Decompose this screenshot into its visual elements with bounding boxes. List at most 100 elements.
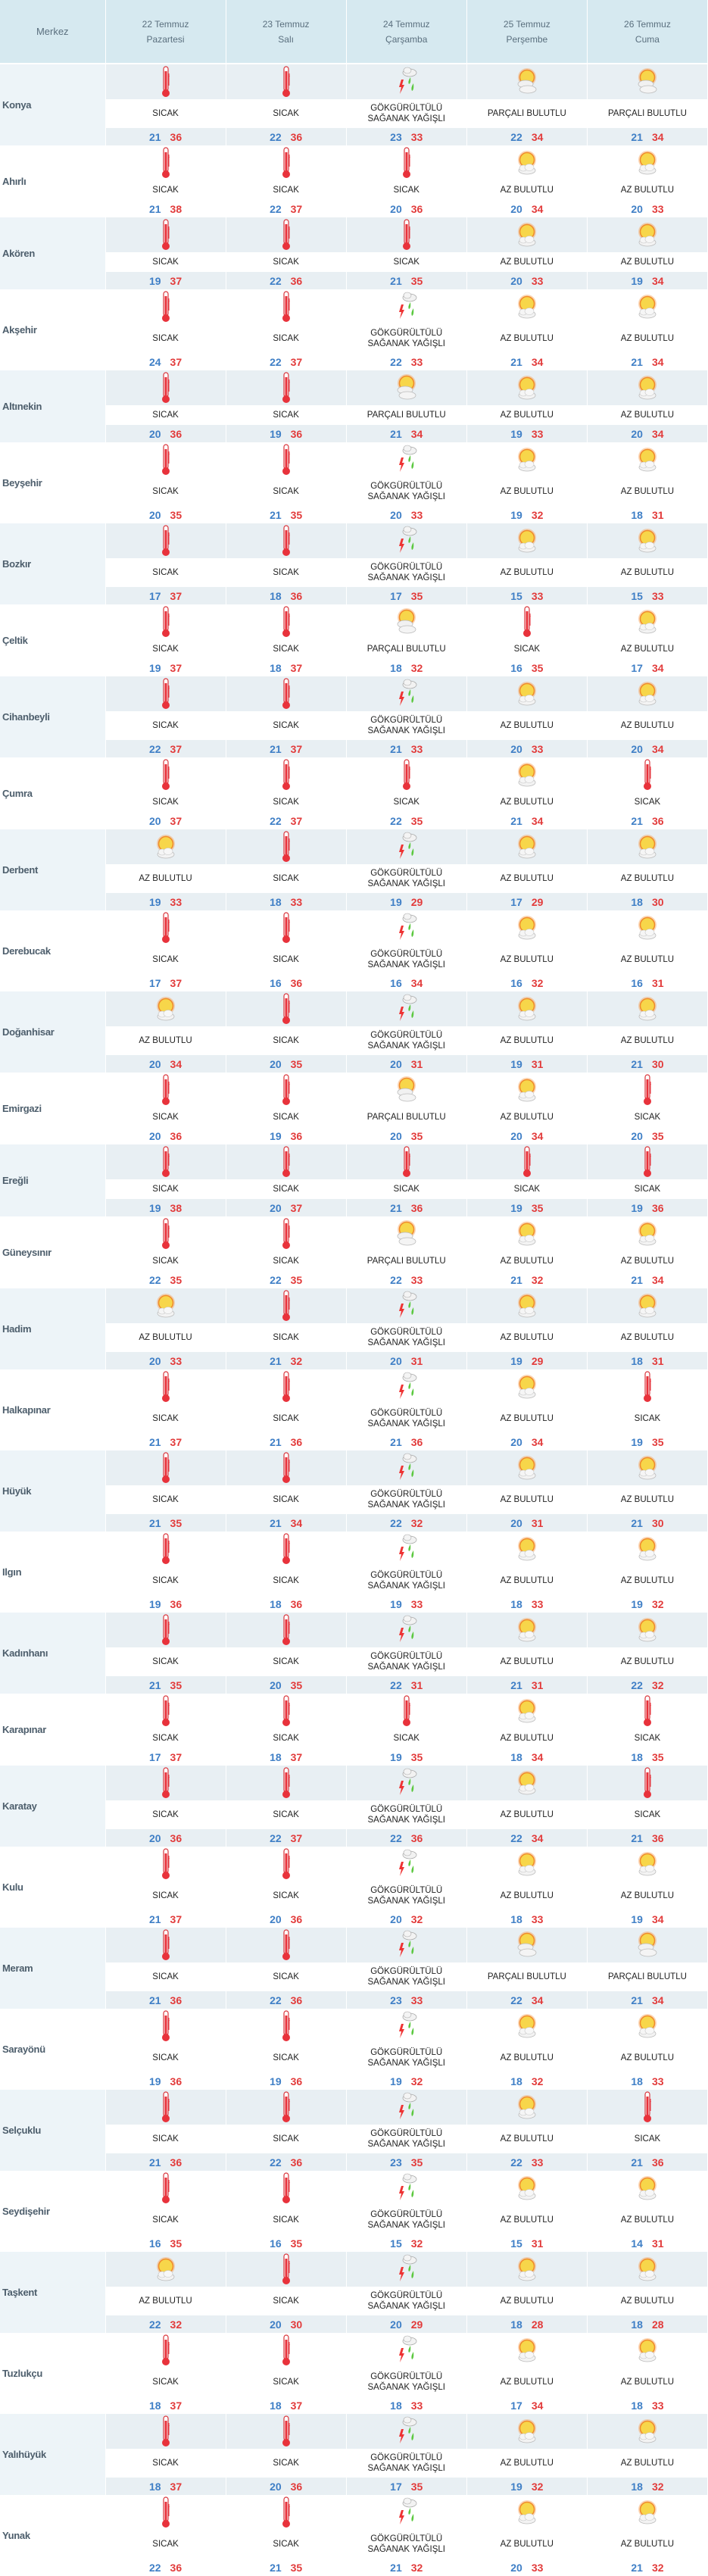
- min-temp: 20: [510, 1129, 522, 1142]
- condition-label: SICAK: [226, 558, 347, 587]
- max-temp: 32: [410, 1912, 423, 1925]
- condition-label: SICAK: [226, 792, 347, 812]
- min-temp: 18: [631, 508, 643, 521]
- temperature-cell: 21 33: [346, 740, 467, 757]
- district-name: Meram: [0, 1928, 106, 2009]
- weather-icon-cell: [346, 1450, 467, 1485]
- temperature-cell: 21 32: [346, 2559, 467, 2576]
- weather-icon-cell: [587, 1613, 708, 1647]
- temperature-cell: 21 32: [587, 2559, 708, 2576]
- condition-label: AZ BULUTLU: [587, 1323, 708, 1352]
- sun-cloud-icon: [588, 523, 707, 558]
- weather-icon-cell: [346, 2495, 467, 2530]
- condition-label: GÖKGÜRÜLTÜLÜ SAĞANAK YAĞIŞLI: [346, 1404, 467, 1433]
- partly-cloudy-icon: [347, 604, 466, 639]
- condition-label: AZ BULUTLU: [587, 2449, 708, 2478]
- max-temp: 36: [170, 1994, 182, 2006]
- condition-label: GÖKGÜRÜLTÜLÜ SAĞANAK YAĞIŞLI: [346, 1647, 467, 1676]
- min-temp: 20: [390, 1354, 402, 1367]
- max-temp: 37: [290, 202, 303, 215]
- thermometer-icon: [106, 442, 226, 477]
- sun-cloud-icon: [467, 1694, 587, 1728]
- district-name: Ereğli: [0, 1144, 106, 1216]
- condition-label: AZ BULUTLU: [466, 2206, 588, 2234]
- thunderstorm-icon: [347, 1766, 466, 1800]
- temperature-cell: 20 35: [226, 1676, 347, 1694]
- min-temp: 18: [631, 1750, 643, 1763]
- district-name: Sarayönü: [0, 2009, 106, 2090]
- sun-cloud-icon: [588, 370, 707, 405]
- min-temp: 18: [270, 895, 282, 908]
- max-temp: 31: [651, 976, 664, 989]
- condition-label: AZ BULUTLU: [466, 1404, 588, 1433]
- min-temp: 21: [148, 130, 161, 143]
- thermometer-icon: [226, 910, 346, 945]
- condition-row: SICAK SICAK PARÇALI BULUTLU AZ BULUTLU SICAK: [0, 1107, 708, 1127]
- min-temp: 16: [510, 661, 522, 674]
- district-name: Derbent: [0, 829, 106, 910]
- sun-cloud-icon: [467, 145, 587, 180]
- min-temp: 20: [270, 1201, 282, 1214]
- temperature-cell: 16 35: [226, 2234, 347, 2252]
- max-temp: 35: [290, 1273, 303, 1286]
- condition-row: AZ BULUTLU SICAK GÖKGÜRÜLTÜLÜ SAĞANAK YAĞIŞ…: [0, 1323, 708, 1352]
- thermometer-icon: [588, 757, 707, 792]
- condition-row: AZ BULUTLU SICAK GÖKGÜRÜLTÜLÜ SAĞANAK YAĞIŞ…: [0, 1026, 708, 1055]
- temperature-cell: 22 35: [226, 1271, 347, 1288]
- condition-label: GÖKGÜRÜLTÜLÜ SAĞANAK YAĞIŞLI: [346, 2206, 467, 2234]
- max-temp: 37: [290, 814, 303, 827]
- condition-label: SICAK: [226, 2206, 347, 2234]
- condition-row: SICAK SICAK GÖKGÜRÜLTÜLÜ SAĞANAK YAĞIŞLI AZ …: [0, 1647, 708, 1676]
- weather-icon-cell: [466, 1144, 588, 1179]
- condition-label: AZ BULUTLU: [587, 711, 708, 740]
- condition-label: SICAK: [226, 1962, 347, 1991]
- thermometer-icon: [106, 604, 226, 639]
- condition-label: SICAK: [226, 1647, 347, 1676]
- district-name: Kulu: [0, 1847, 106, 1928]
- max-temp: 32: [410, 2237, 423, 2250]
- temperature-cell: 19 35: [466, 1199, 588, 1216]
- weather-icon-cell: [466, 829, 588, 864]
- max-temp: 33: [531, 742, 544, 755]
- sun-cloud-icon: [467, 2090, 587, 2125]
- max-temp: 32: [651, 1678, 664, 1691]
- min-temp: 21: [148, 2156, 161, 2169]
- condition-label: SICAK: [226, 1026, 347, 1055]
- thermometer-icon: [106, 1073, 226, 1107]
- temperature-cell: 23 33: [346, 1991, 467, 2009]
- temperature-cell: 21 31: [466, 1676, 588, 1694]
- min-temp: 18: [148, 2480, 161, 2493]
- table-row: Akşehir: [0, 289, 708, 370]
- min-temp: 21: [631, 130, 643, 143]
- max-temp: 36: [290, 427, 303, 440]
- max-temp: 33: [531, 1912, 544, 1925]
- weather-icon-cell: [226, 145, 347, 180]
- condition-label: AZ BULUTLU: [466, 2449, 588, 2478]
- sun-cloud-icon: [588, 2009, 707, 2044]
- min-temp: 20: [510, 202, 522, 215]
- weather-icon-cell: [587, 1766, 708, 1800]
- max-temp: 35: [410, 274, 423, 287]
- min-temp: 20: [148, 1057, 161, 1070]
- weather-icon-cell: [587, 676, 708, 711]
- condition-label: GÖKGÜRÜLTÜLÜ SAĞANAK YAĞIŞLI: [346, 1566, 467, 1595]
- temperature-cell: 15 33: [466, 587, 588, 604]
- max-temp: 35: [290, 1057, 303, 1070]
- district-name: Beyşehir: [0, 442, 106, 523]
- max-temp: 37: [170, 2399, 182, 2412]
- weather-icon-cell: [466, 145, 588, 180]
- sun-cloud-icon: [106, 829, 226, 864]
- condition-row: SICAK SICAK GÖKGÜRÜLTÜLÜ SAĞANAK YAĞIŞLI AZ …: [0, 1566, 708, 1595]
- max-temp: 34: [410, 427, 423, 440]
- max-temp: 37: [290, 1750, 303, 1763]
- table-row: Yunak: [0, 2495, 708, 2576]
- weather-icon-cell: [466, 370, 588, 405]
- min-temp: 21: [270, 1354, 282, 1367]
- min-temp: 18: [270, 1750, 282, 1763]
- temperature-cell: 20 36: [105, 1829, 226, 1847]
- temperature-row: 19 36 19 36 19 32 18 32 18 33: [0, 2072, 708, 2090]
- weather-icon-cell: [587, 604, 708, 639]
- condition-label: GÖKGÜRÜLTÜLÜ SAĞANAK YAĞIŞLI: [346, 2125, 467, 2153]
- weather-icon-cell: [346, 145, 467, 180]
- max-temp: 35: [410, 814, 423, 827]
